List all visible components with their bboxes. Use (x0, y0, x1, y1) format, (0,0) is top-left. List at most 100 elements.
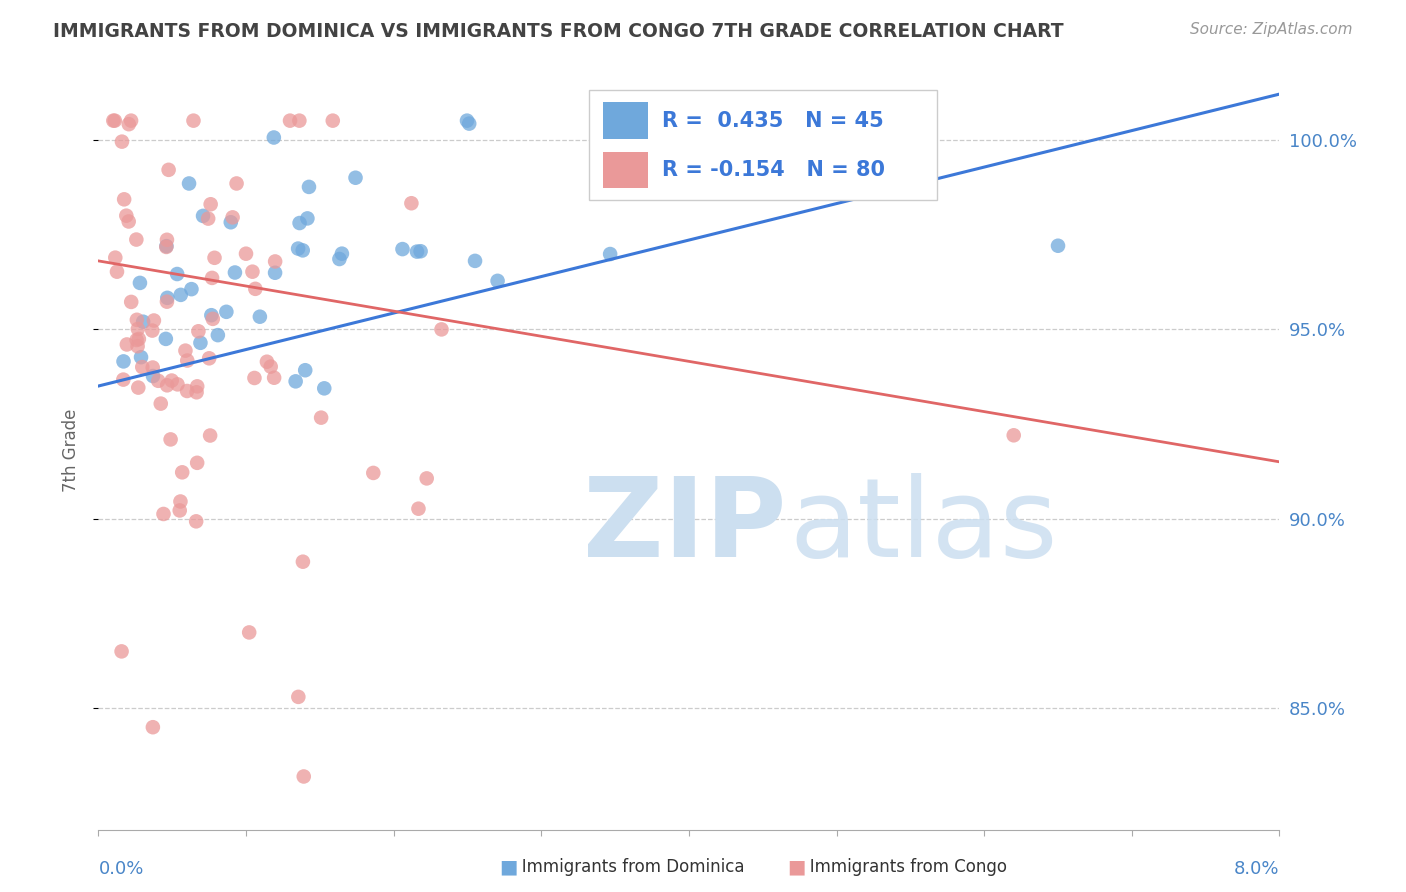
Point (169, 494, 191, 508)
Point (215, 305, 238, 319)
Point (219, 215, 242, 229)
Point (129, 350, 152, 364)
Point (238, 625, 260, 640)
Point (409, 244, 432, 259)
FancyBboxPatch shape (603, 103, 648, 139)
Point (155, 332, 177, 346)
Point (456, 113, 478, 128)
Point (284, 375, 307, 389)
Point (207, 328, 229, 343)
Point (132, 315, 155, 329)
Point (288, 216, 311, 230)
Point (204, 251, 226, 265)
Point (155, 239, 177, 253)
Point (643, 161, 665, 176)
Point (288, 113, 311, 128)
Point (112, 192, 135, 206)
Text: atlas: atlas (789, 473, 1057, 580)
Text: ■: ■ (499, 857, 517, 877)
Point (180, 282, 202, 296)
Point (297, 211, 319, 226)
Point (198, 351, 221, 366)
Point (156, 291, 179, 305)
Point (148, 374, 170, 388)
Point (264, 266, 287, 280)
Point (314, 381, 336, 395)
Point (287, 690, 309, 704)
Point (166, 377, 188, 392)
Point (659, 113, 682, 128)
Point (156, 294, 179, 309)
Point (191, 209, 214, 223)
Point (408, 501, 430, 516)
Point (406, 244, 429, 259)
Text: Source: ZipAtlas.com: Source: ZipAtlas.com (1189, 22, 1353, 37)
Point (401, 196, 423, 211)
Point (111, 135, 134, 149)
Point (128, 332, 150, 346)
Point (142, 720, 165, 734)
Point (200, 308, 222, 322)
Point (160, 374, 183, 388)
Point (169, 503, 191, 517)
Point (127, 322, 149, 336)
Point (198, 428, 221, 442)
Point (112, 373, 135, 387)
Point (278, 113, 301, 128)
Point (149, 396, 172, 410)
Point (260, 359, 283, 374)
Point (142, 360, 165, 375)
Point (186, 456, 208, 470)
Point (115, 209, 138, 223)
Point (291, 244, 314, 258)
Point (599, 247, 621, 261)
FancyBboxPatch shape (589, 90, 936, 201)
Point (190, 335, 212, 350)
Point (186, 379, 208, 393)
Point (391, 242, 413, 256)
Point (613, 136, 636, 150)
Point (118, 117, 141, 131)
Point (186, 514, 208, 528)
Point (176, 353, 198, 368)
Point (291, 555, 314, 569)
Point (142, 313, 165, 327)
Point (243, 371, 266, 385)
Point (176, 384, 198, 398)
Point (263, 370, 285, 384)
Point (344, 170, 367, 185)
Point (157, 162, 180, 177)
Point (120, 294, 142, 309)
Point (131, 359, 153, 374)
Point (328, 252, 350, 266)
Point (294, 363, 316, 377)
Point (363, 466, 385, 480)
Point (415, 471, 437, 485)
FancyBboxPatch shape (603, 152, 648, 188)
Point (245, 282, 267, 296)
Point (221, 211, 243, 225)
Point (1002, 428, 1025, 442)
Point (1046, 238, 1070, 252)
Point (183, 113, 205, 128)
Point (125, 333, 148, 347)
Point (264, 254, 287, 268)
Point (235, 246, 257, 260)
Point (159, 433, 181, 447)
Point (125, 313, 148, 327)
Text: R = -0.154   N = 80: R = -0.154 N = 80 (662, 160, 884, 180)
Point (458, 117, 481, 131)
Point (201, 311, 224, 326)
Point (129, 276, 152, 290)
Point (142, 369, 165, 384)
Text: 0.0%: 0.0% (98, 860, 143, 878)
Point (115, 337, 138, 351)
Point (430, 322, 453, 336)
Point (292, 769, 315, 783)
Point (187, 324, 209, 338)
Point (197, 211, 219, 226)
Point (225, 177, 247, 191)
Point (156, 378, 179, 392)
Point (155, 240, 177, 254)
Point (166, 267, 188, 281)
